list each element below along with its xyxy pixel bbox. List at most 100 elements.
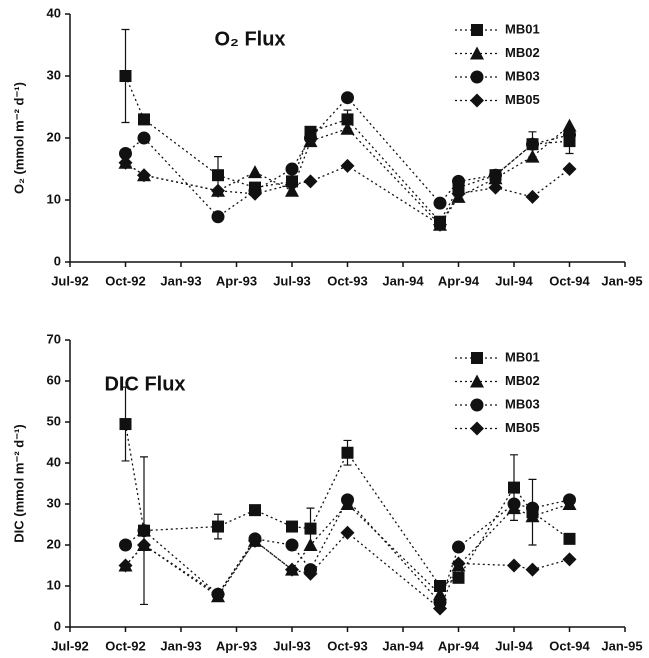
marker [119, 147, 132, 160]
marker [341, 446, 354, 459]
x-tick-label: Oct-94 [549, 273, 590, 288]
marker [562, 118, 577, 132]
series-line [125, 531, 570, 610]
x-tick-label: Oct-93 [327, 273, 367, 288]
marker [340, 525, 355, 540]
legend-label: MB03 [505, 396, 540, 411]
marker [137, 168, 151, 183]
marker [212, 169, 224, 182]
x-tick-label: Apr-94 [438, 273, 480, 288]
marker [451, 556, 466, 571]
marker [303, 538, 318, 551]
marker [248, 186, 262, 201]
marker [303, 566, 318, 581]
marker [470, 93, 484, 108]
marker [212, 520, 224, 533]
x-tick-label: Jul-93 [273, 638, 311, 653]
series-line [125, 503, 570, 598]
marker [211, 183, 225, 198]
marker [470, 46, 484, 60]
y-tick-label: 0 [54, 253, 61, 268]
y-tick-label: 30 [47, 495, 61, 510]
marker [526, 137, 539, 151]
y-axis-label: O₂ (mmol m⁻² d⁻¹) [11, 82, 26, 194]
x-tick-label: Oct-92 [105, 638, 145, 653]
y-tick-label: 40 [47, 454, 61, 469]
y-tick-label: 20 [47, 536, 61, 551]
marker [137, 131, 151, 145]
marker [137, 538, 151, 552]
marker [471, 24, 483, 36]
series-line [125, 96, 570, 218]
marker [137, 524, 151, 538]
y-tick-label: 30 [47, 67, 61, 82]
marker [304, 522, 317, 535]
marker [452, 174, 465, 188]
y-tick-label: 10 [47, 191, 61, 206]
y-tick-label: 40 [47, 5, 61, 20]
marker [341, 493, 354, 507]
marker [341, 113, 354, 126]
marker [489, 168, 502, 182]
y-tick-label: 0 [54, 618, 61, 633]
y-tick-label: 50 [47, 413, 61, 428]
marker [452, 540, 465, 554]
marker [285, 562, 299, 577]
marker [488, 180, 503, 195]
legend-label: MB03 [505, 68, 540, 83]
marker [562, 552, 577, 567]
marker [138, 113, 150, 126]
x-tick-label: Jan-94 [382, 273, 424, 288]
marker [525, 189, 540, 204]
marker [340, 121, 355, 135]
marker [286, 520, 298, 533]
legend-label: MB05 [505, 92, 540, 107]
marker [434, 580, 446, 592]
x-tick-label: Jan-93 [160, 273, 201, 288]
marker [452, 571, 465, 584]
marker [526, 501, 539, 515]
marker [507, 497, 521, 511]
marker [248, 165, 262, 179]
series-line [125, 162, 570, 226]
x-tick-label: Oct-92 [105, 273, 145, 288]
series-line [125, 125, 570, 226]
marker [470, 374, 484, 388]
marker [525, 562, 540, 577]
chart-title: DIC Flux [104, 373, 185, 395]
marker [341, 91, 354, 105]
marker [304, 131, 317, 145]
marker [285, 162, 299, 176]
marker [471, 352, 483, 364]
marker [507, 558, 521, 573]
x-tick-label: Jul-93 [273, 273, 311, 288]
marker [119, 418, 132, 431]
x-tick-label: Jan-95 [601, 638, 642, 653]
marker [563, 493, 576, 507]
marker [562, 162, 577, 176]
marker [433, 217, 447, 232]
x-tick-label: Jan-93 [160, 638, 201, 653]
x-tick-label: Jan-95 [601, 273, 642, 288]
marker [508, 481, 520, 494]
x-tick-label: Jan-94 [382, 638, 424, 653]
y-tick-label: 10 [47, 577, 61, 592]
y-tick-label: 70 [47, 331, 61, 346]
x-tick-label: Apr-94 [438, 638, 480, 653]
marker [119, 538, 132, 552]
legend-label: MB05 [505, 420, 540, 435]
legend-label: MB01 [505, 349, 540, 364]
marker [433, 601, 447, 616]
x-tick-label: Jul-94 [495, 273, 533, 288]
marker [433, 196, 447, 210]
y-tick-label: 20 [47, 129, 61, 144]
marker [563, 128, 576, 142]
marker [470, 398, 484, 412]
marker [470, 421, 484, 436]
chart-title: O₂ Flux [214, 28, 285, 50]
legend-label: MB02 [505, 373, 540, 388]
y-axis-label: DIC (mmol m⁻² d⁻¹) [11, 424, 26, 542]
marker [303, 174, 318, 189]
marker [525, 149, 540, 163]
